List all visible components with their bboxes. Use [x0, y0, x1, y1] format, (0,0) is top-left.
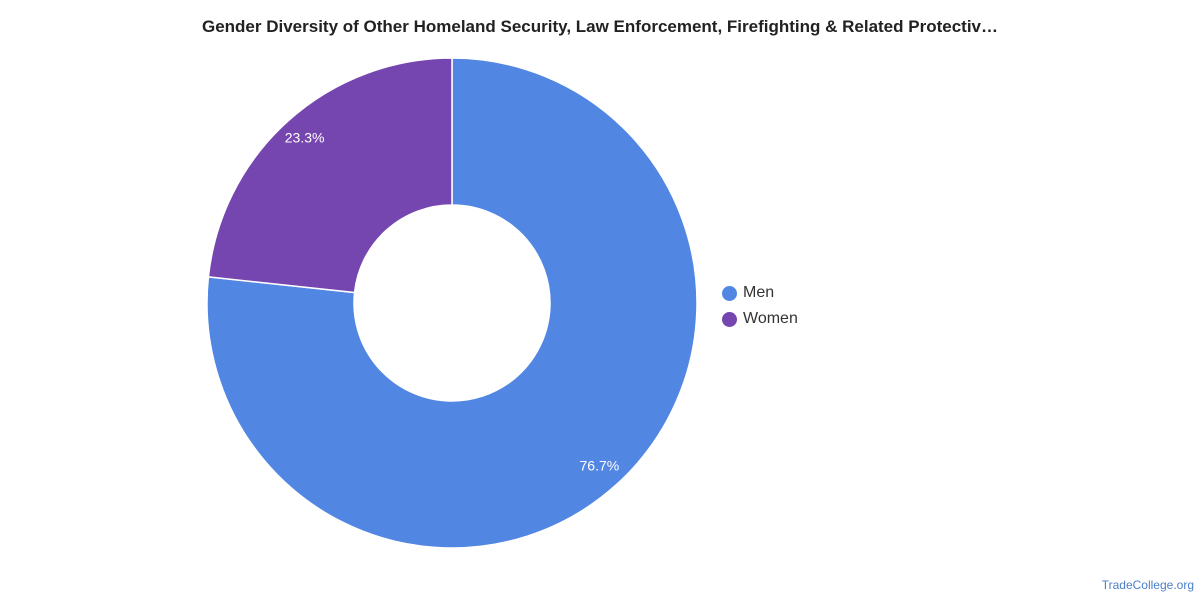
- legend-label: Women: [743, 310, 798, 327]
- slice-women[interactable]: [207, 57, 453, 294]
- legend-label: Men: [743, 284, 775, 301]
- credit-link[interactable]: TradeCollege.org: [1101, 578, 1194, 592]
- chart-title: Gender Diversity of Other Homeland Secur…: [201, 17, 998, 36]
- slice-men[interactable]: [206, 57, 698, 549]
- legend-swatch-icon: [722, 311, 737, 327]
- legend-item-men[interactable]: Men: [722, 280, 798, 306]
- slice-label-men: 76.7%: [580, 458, 620, 474]
- legend: Men Women: [722, 280, 798, 332]
- slice-label-women: 23.3%: [285, 130, 325, 146]
- legend-item-women[interactable]: Women: [722, 306, 798, 332]
- legend-swatch-icon: [722, 285, 737, 301]
